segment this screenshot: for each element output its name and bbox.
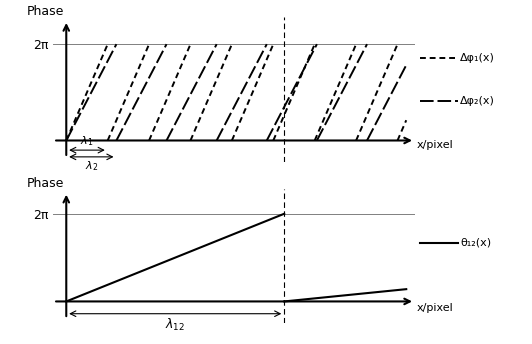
Text: $\lambda_{12}$: $\lambda_{12}$ [165, 317, 185, 333]
Text: Phase: Phase [27, 177, 64, 190]
Text: Δφ₁(x): Δφ₁(x) [460, 53, 495, 63]
Text: $\lambda_2$: $\lambda_2$ [85, 159, 98, 173]
Text: Phase: Phase [27, 5, 64, 18]
Text: $\lambda_1$: $\lambda_1$ [80, 134, 94, 148]
Text: Δφ₂(x): Δφ₂(x) [460, 96, 495, 106]
Text: θ₁₂(x): θ₁₂(x) [460, 238, 492, 248]
Text: x/pixel: x/pixel [417, 303, 454, 313]
Text: x/pixel: x/pixel [417, 140, 454, 150]
